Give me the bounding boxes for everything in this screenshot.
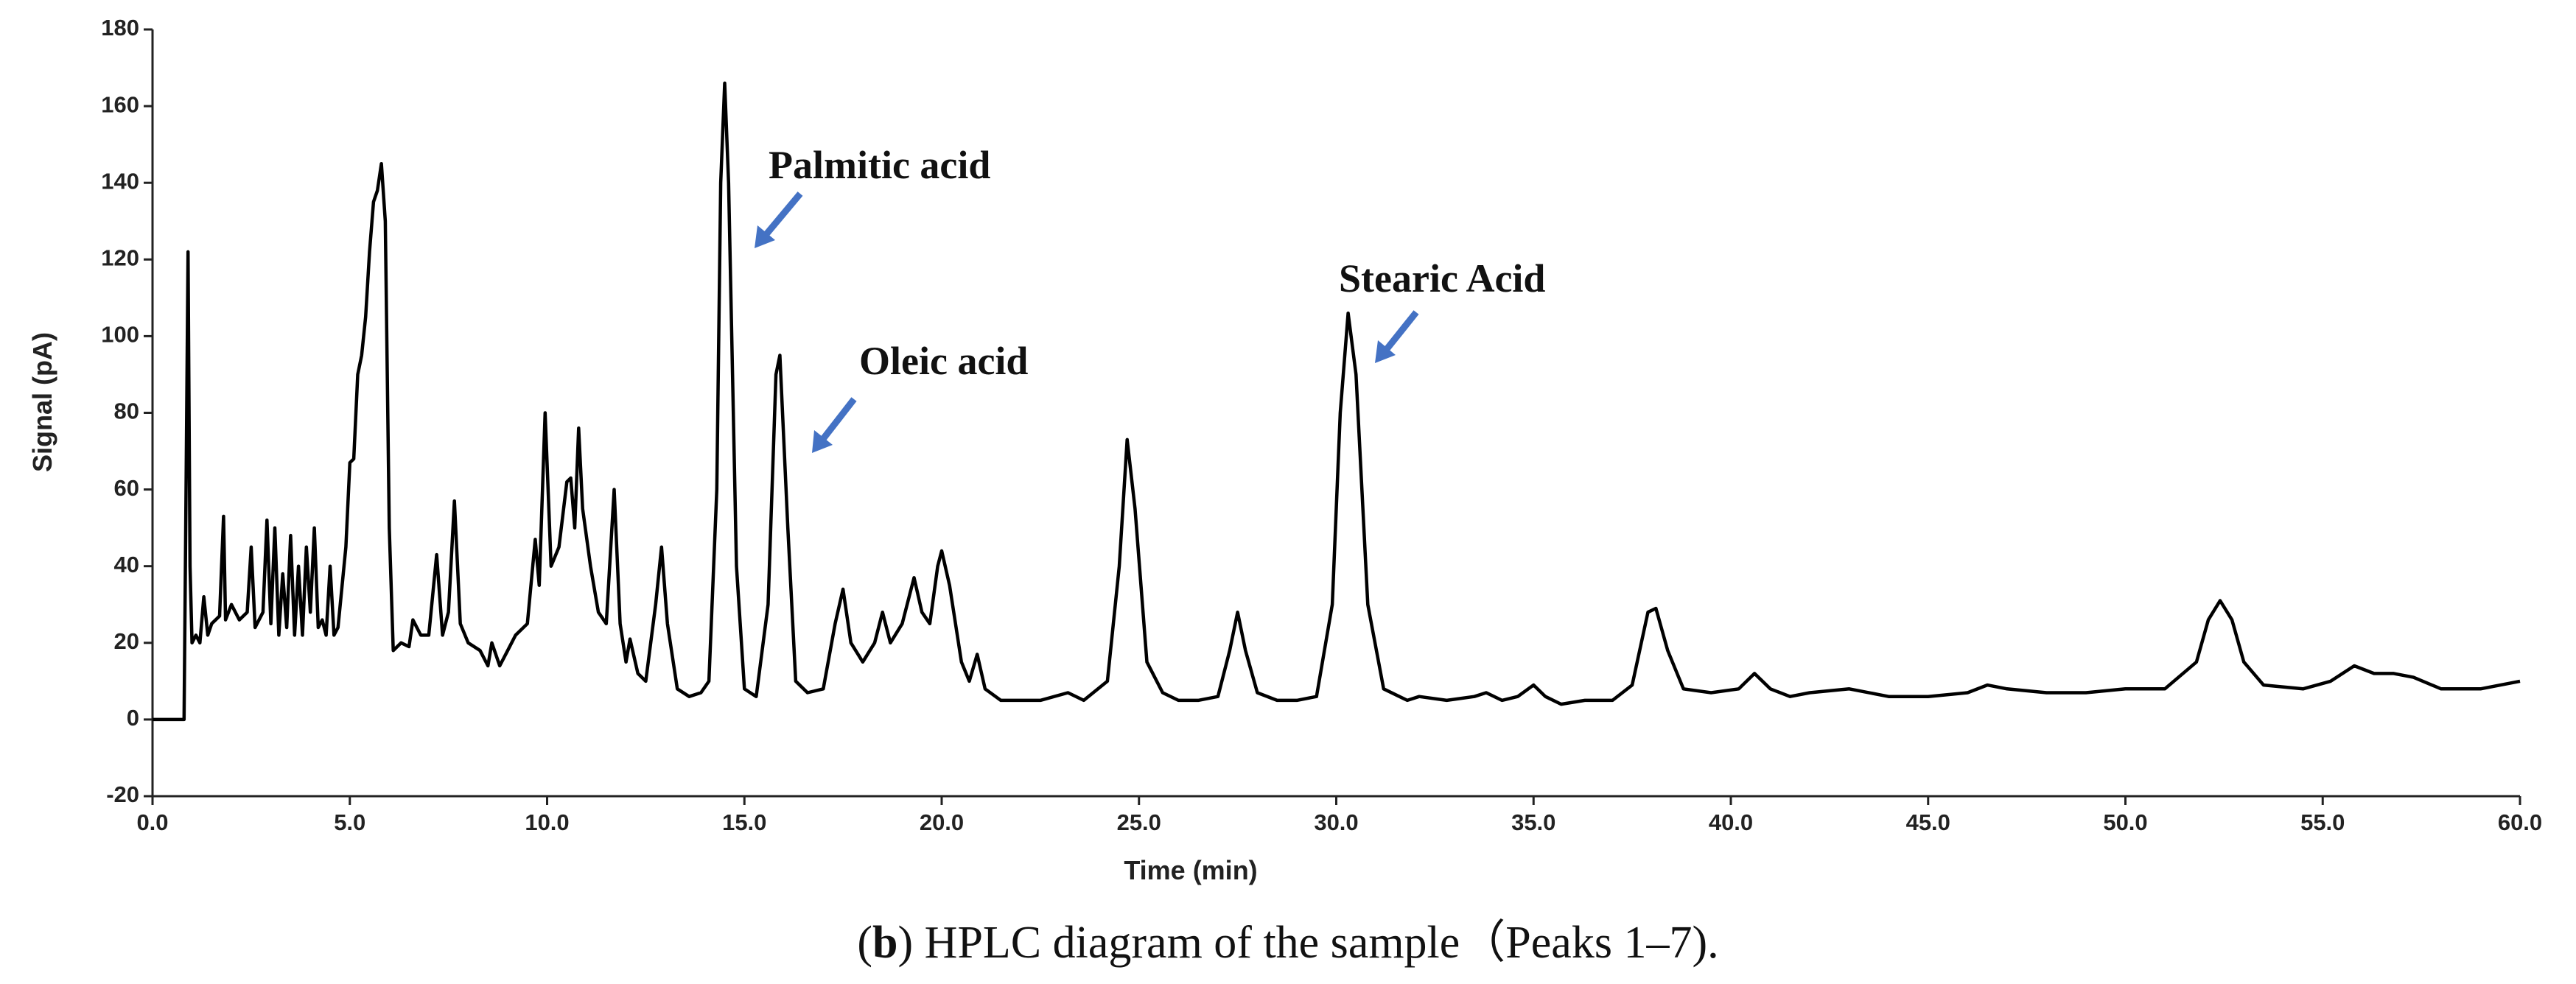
annotation: Oleic acid bbox=[859, 339, 1028, 383]
x-tick-label: 50.0 bbox=[2103, 809, 2147, 835]
caption-part: b bbox=[872, 918, 897, 968]
arrow bbox=[763, 191, 803, 236]
y-tick-label: 180 bbox=[101, 15, 139, 41]
x-tick-label: 10.0 bbox=[525, 809, 569, 835]
x-tick-label: 60.0 bbox=[2498, 809, 2542, 835]
x-axis-title: Time (min) bbox=[1124, 855, 1257, 885]
y-tick-label: -20 bbox=[106, 781, 139, 807]
x-tick-label: 25.0 bbox=[1117, 809, 1161, 835]
arrow-head bbox=[755, 225, 775, 248]
y-axis-title: Signal (pA) bbox=[27, 332, 57, 472]
caption-part: ) HPLC diagram of the sample（Peaks 1–7). bbox=[898, 918, 1719, 968]
y-tick-label: 120 bbox=[101, 245, 139, 270]
x-tick-label: 0.0 bbox=[136, 809, 168, 835]
x-tick-label: 20.0 bbox=[920, 809, 964, 835]
x-tick-label: 5.0 bbox=[334, 809, 365, 835]
y-tick-label: 160 bbox=[101, 91, 139, 117]
x-tick-label: 30.0 bbox=[1314, 809, 1358, 835]
y-tick-label: 40 bbox=[114, 552, 139, 577]
y-tick-label: 140 bbox=[101, 168, 139, 194]
arrow-head bbox=[812, 430, 833, 453]
caption: (b) HPLC diagram of the sample（Peaks 1–7… bbox=[857, 918, 1718, 968]
caption-part: ( bbox=[857, 918, 872, 968]
arrow bbox=[820, 397, 857, 441]
x-tick-label: 45.0 bbox=[1906, 809, 1950, 835]
annotation: Palmitic acid bbox=[769, 143, 990, 187]
y-tick-label: 60 bbox=[114, 475, 139, 501]
y-tick-label: 0 bbox=[127, 705, 139, 731]
y-tick-label: 100 bbox=[101, 322, 139, 348]
arrows bbox=[755, 191, 1419, 453]
x-tick-label: 35.0 bbox=[1511, 809, 1555, 835]
y-tick-label: 80 bbox=[114, 398, 139, 424]
x-tick-label: 40.0 bbox=[1709, 809, 1753, 835]
arrow-head bbox=[1375, 340, 1396, 363]
arrow bbox=[1384, 310, 1419, 351]
x-tick-label: 55.0 bbox=[2300, 809, 2345, 835]
signal-line bbox=[153, 81, 2521, 722]
annotation: Stearic Acid bbox=[1339, 256, 1545, 301]
y-tick-label: 20 bbox=[114, 628, 139, 654]
x-tick-label: 15.0 bbox=[722, 809, 766, 835]
